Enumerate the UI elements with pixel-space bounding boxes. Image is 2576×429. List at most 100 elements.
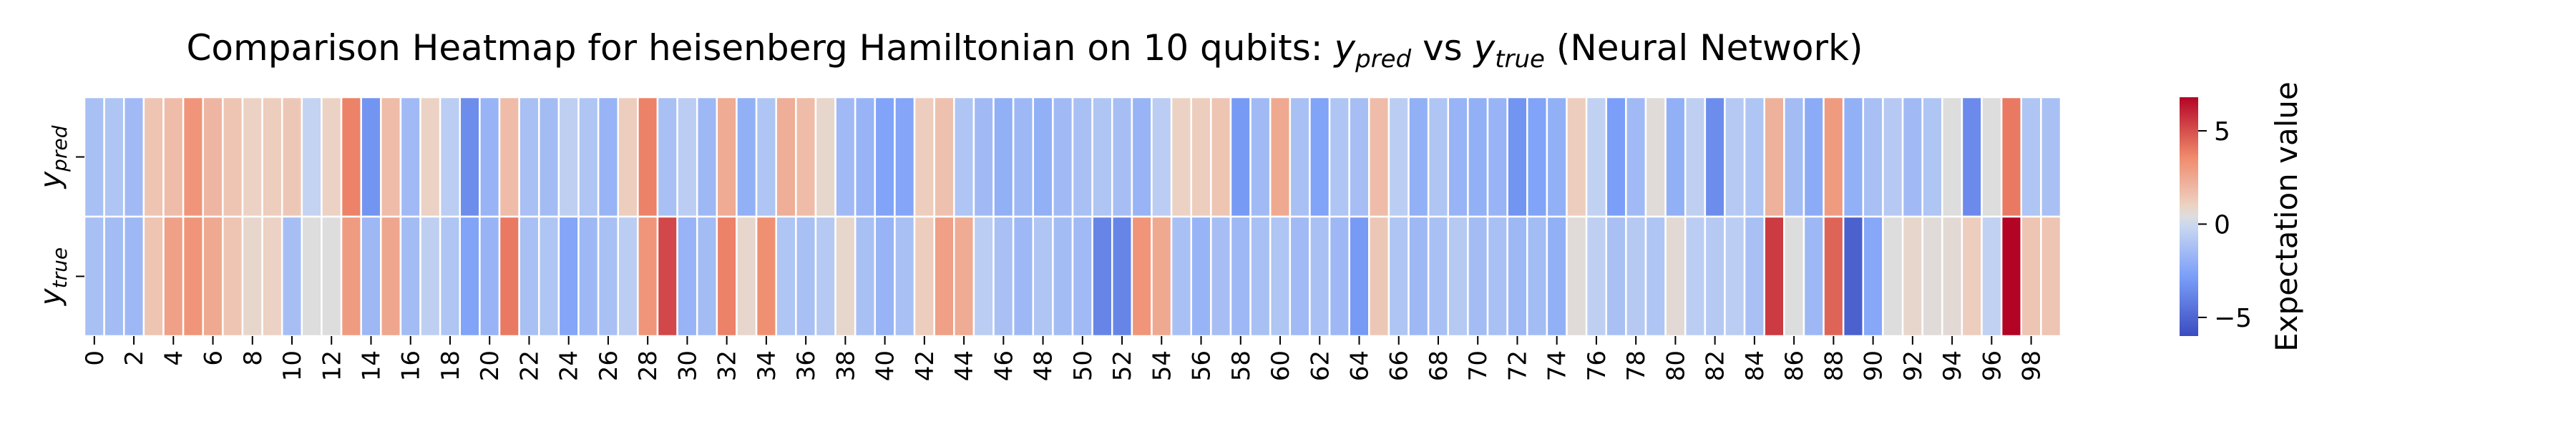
heatmap-cell	[775, 96, 797, 218]
heatmap-cell	[1823, 96, 1845, 218]
heatmap-cell	[1170, 215, 1192, 337]
heatmap-cell	[1427, 96, 1450, 218]
heatmap-cell	[459, 215, 481, 337]
row-label: ypred	[34, 125, 72, 189]
heatmap-cell	[1842, 96, 1865, 218]
heatmap-cell	[1901, 215, 1923, 337]
x-tick-label: 12	[318, 350, 346, 381]
heatmap-cell	[1190, 215, 1212, 337]
heatmap-cell	[597, 215, 619, 337]
heatmap-cell	[1170, 96, 1192, 218]
x-tick-label: 4	[160, 350, 188, 366]
heatmap-cell	[1842, 215, 1865, 337]
heatmap-cell	[1071, 215, 1093, 337]
x-tick-label: 40	[872, 350, 900, 381]
colorbar-gradient	[2180, 97, 2198, 336]
heatmap-cell	[1763, 215, 1785, 337]
heatmap-cell	[1783, 215, 1805, 337]
heatmap-cell	[736, 96, 758, 218]
heatmap-cell	[874, 96, 896, 218]
heatmap-cell	[459, 96, 481, 218]
heatmap-cell	[1664, 215, 1687, 337]
heatmap-cell	[1664, 96, 1687, 218]
heatmap-cell	[439, 215, 462, 337]
heatmap-cell	[716, 215, 738, 337]
row-labels: ypred ytrue	[34, 125, 84, 306]
heatmap-cell	[755, 96, 777, 218]
heatmap-cell	[814, 96, 836, 218]
heatmap-cell	[1467, 96, 1489, 218]
heatmap-cell	[1407, 96, 1430, 218]
heatmap-cell	[1269, 215, 1292, 337]
heatmap-cell	[1862, 215, 1884, 337]
heatmap-cell	[479, 96, 501, 218]
heatmap-cell	[122, 96, 145, 218]
heatmap-cell	[557, 215, 580, 337]
x-tick-label: 22	[515, 350, 544, 381]
heatmap-cell	[1625, 215, 1647, 337]
heatmap-cell	[1644, 96, 1667, 218]
heatmap-cell	[577, 215, 600, 337]
heatmap-cell	[1605, 96, 1627, 218]
heatmap-cell	[676, 215, 698, 337]
heatmap-cell	[360, 96, 382, 218]
heatmap-cell	[439, 96, 462, 218]
x-tick-label: 34	[753, 350, 781, 381]
heatmap-cells	[83, 96, 2062, 337]
heatmap-cell	[83, 96, 105, 218]
x-tick-label: 76	[1583, 350, 1611, 381]
heatmap-cell	[479, 215, 501, 337]
heatmap-cell	[656, 96, 678, 218]
heatmap-cell	[874, 215, 896, 337]
heatmap-cell	[1309, 215, 1331, 337]
heatmap-cell	[202, 96, 224, 218]
heatmap-cell	[399, 96, 421, 218]
x-tick-label: 44	[950, 350, 979, 381]
heatmap-cell	[736, 215, 758, 337]
heatmap-cell	[992, 96, 1015, 218]
x-tick-label: 50	[1069, 350, 1098, 381]
heatmap-cell	[1743, 96, 1765, 218]
heatmap-cell	[1091, 96, 1113, 218]
heatmap-cell	[1763, 96, 1785, 218]
heatmap-cell	[2000, 215, 2023, 337]
colorbar-label: Expectation value	[2269, 82, 2304, 352]
heatmap-cell	[142, 215, 165, 337]
heatmap-cell	[261, 215, 283, 337]
heatmap-cell	[1111, 215, 1133, 337]
heatmap-cell	[1704, 96, 1726, 218]
heatmap-cell	[933, 96, 955, 218]
heatmap-cell	[1249, 96, 1272, 218]
heatmap-cell	[1961, 215, 1983, 337]
heatmap-cell	[162, 96, 185, 218]
x-tick-label: 32	[713, 350, 742, 381]
x-tick-label: 66	[1385, 350, 1414, 381]
heatmap-cell	[1210, 96, 1232, 218]
heatmap-cell	[1941, 215, 1963, 337]
colorbar-tick-label: −5	[2214, 304, 2252, 333]
x-tick-label: 28	[634, 350, 663, 381]
heatmap-cell	[834, 215, 857, 337]
heatmap-cell	[538, 215, 560, 337]
heatmap-cell	[103, 215, 125, 337]
heatmap-cell	[1289, 215, 1311, 337]
heatmap-cell	[913, 215, 935, 337]
heatmap-cell	[894, 215, 916, 337]
heatmap-cell	[795, 96, 817, 218]
heatmap-cell	[1566, 96, 1588, 218]
heatmap-cell	[617, 96, 639, 218]
heatmap-cell	[1032, 96, 1054, 218]
heatmap-cell	[1210, 215, 1232, 337]
heatmap-cell	[1032, 215, 1054, 337]
heatmap-cell	[2040, 96, 2062, 218]
heatmap-cell	[1724, 96, 1746, 218]
heatmap-cell	[1151, 215, 1173, 337]
colorbar-tick-label: 5	[2214, 117, 2230, 147]
heatmap-cell	[1802, 215, 1825, 337]
x-tick-label: 68	[1425, 350, 1453, 381]
heatmap-cell	[1566, 215, 1588, 337]
heatmap-cell	[1862, 96, 1884, 218]
heatmap-cell	[1704, 215, 1726, 337]
x-tick-label: 84	[1741, 350, 1770, 381]
